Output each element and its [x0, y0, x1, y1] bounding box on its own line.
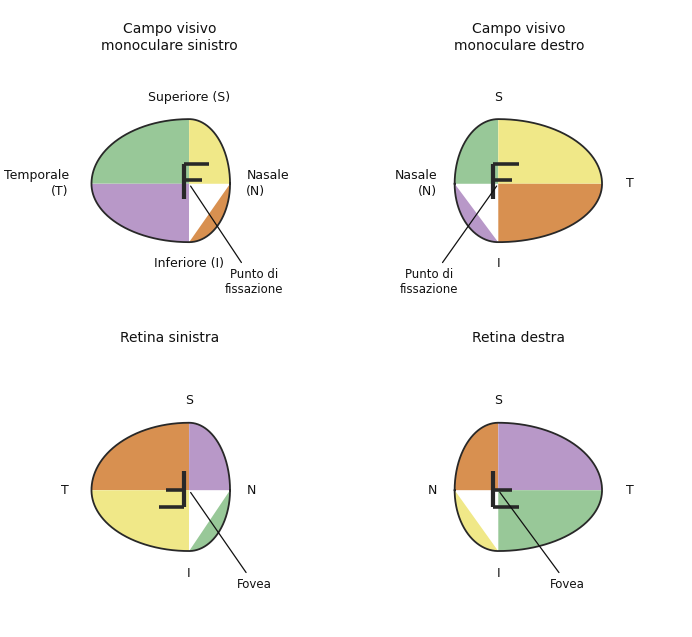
- Polygon shape: [91, 183, 189, 242]
- Polygon shape: [498, 183, 602, 242]
- Polygon shape: [455, 490, 498, 551]
- Polygon shape: [91, 119, 189, 183]
- Polygon shape: [91, 490, 189, 551]
- Text: S: S: [494, 394, 502, 407]
- Text: T: T: [626, 177, 634, 190]
- Text: Punto di
fissazione: Punto di fissazione: [190, 186, 283, 296]
- Text: I: I: [496, 257, 500, 270]
- Text: S: S: [494, 91, 502, 104]
- Text: T: T: [61, 483, 69, 497]
- Text: S: S: [185, 394, 193, 407]
- Text: Campo visivo
monoculare sinistro: Campo visivo monoculare sinistro: [101, 22, 238, 54]
- Polygon shape: [455, 423, 498, 490]
- Text: Superiore (S): Superiore (S): [148, 91, 230, 104]
- Text: Punto di
fissazione: Punto di fissazione: [400, 186, 497, 296]
- Text: Retina destra: Retina destra: [473, 331, 565, 345]
- Polygon shape: [498, 423, 602, 490]
- Polygon shape: [498, 490, 602, 551]
- Text: Fovea: Fovea: [190, 492, 271, 590]
- Polygon shape: [189, 119, 230, 183]
- Polygon shape: [91, 423, 189, 490]
- Text: Campo visivo
monoculare destro: Campo visivo monoculare destro: [454, 22, 584, 54]
- Polygon shape: [498, 119, 602, 183]
- Text: Temporale
(T): Temporale (T): [3, 169, 69, 198]
- Text: I: I: [188, 567, 191, 580]
- Polygon shape: [455, 183, 498, 242]
- Text: Fovea: Fovea: [500, 492, 585, 590]
- Text: Retina sinistra: Retina sinistra: [120, 331, 219, 345]
- Text: Nasale
(N): Nasale (N): [246, 169, 289, 198]
- Text: I: I: [496, 567, 500, 580]
- Polygon shape: [189, 183, 230, 242]
- Text: T: T: [626, 483, 634, 497]
- Polygon shape: [189, 423, 230, 490]
- Polygon shape: [455, 119, 498, 183]
- Text: Inferiore (I): Inferiore (I): [154, 257, 224, 270]
- Text: Nasale
(N): Nasale (N): [394, 169, 437, 198]
- Polygon shape: [189, 490, 230, 551]
- Text: N: N: [428, 483, 437, 497]
- Text: N: N: [246, 483, 255, 497]
